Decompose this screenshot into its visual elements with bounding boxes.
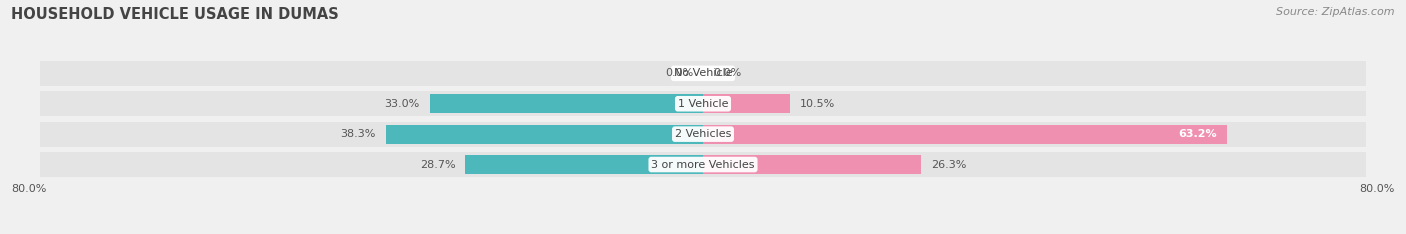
Text: 33.0%: 33.0% <box>384 99 419 109</box>
Bar <box>41 122 1365 146</box>
Bar <box>465 155 703 174</box>
Bar <box>430 94 703 113</box>
Bar <box>703 94 790 113</box>
Text: 38.3%: 38.3% <box>340 129 375 139</box>
Text: 26.3%: 26.3% <box>931 160 966 169</box>
Text: 10.5%: 10.5% <box>800 99 835 109</box>
Bar <box>703 125 1226 144</box>
Text: Source: ZipAtlas.com: Source: ZipAtlas.com <box>1277 7 1395 17</box>
Text: 0.0%: 0.0% <box>713 68 741 78</box>
Bar <box>703 155 921 174</box>
Text: 80.0%: 80.0% <box>11 184 46 194</box>
Bar <box>41 91 1365 116</box>
Text: 80.0%: 80.0% <box>1360 184 1395 194</box>
Text: 28.7%: 28.7% <box>419 160 456 169</box>
Text: 0.0%: 0.0% <box>665 68 693 78</box>
Bar <box>385 125 703 144</box>
Text: 1 Vehicle: 1 Vehicle <box>678 99 728 109</box>
Bar <box>41 152 1365 177</box>
Text: HOUSEHOLD VEHICLE USAGE IN DUMAS: HOUSEHOLD VEHICLE USAGE IN DUMAS <box>11 7 339 22</box>
Text: 2 Vehicles: 2 Vehicles <box>675 129 731 139</box>
Text: 3 or more Vehicles: 3 or more Vehicles <box>651 160 755 169</box>
Text: No Vehicle: No Vehicle <box>673 68 733 78</box>
Bar <box>41 61 1365 86</box>
Text: 63.2%: 63.2% <box>1178 129 1216 139</box>
